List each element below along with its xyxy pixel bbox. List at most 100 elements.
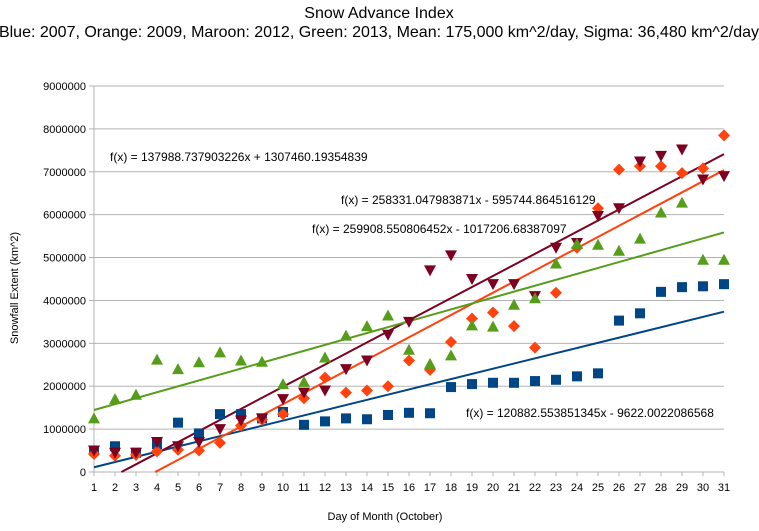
data-point [697, 162, 709, 175]
data-point [550, 242, 562, 254]
data-point [445, 336, 457, 349]
data-point [508, 320, 520, 333]
data-point [466, 274, 478, 285]
data-point [424, 265, 436, 277]
trendline-equation: f(x) = 137988.737903226x + 1307460.19354… [110, 150, 368, 164]
data-point [320, 416, 330, 427]
data-point [529, 341, 541, 354]
data-point [508, 279, 520, 291]
data-point [655, 160, 667, 173]
data-point [319, 385, 331, 397]
x-axis-label: Day of Month (October) [328, 511, 443, 523]
data-point [572, 371, 582, 382]
data-point [404, 407, 414, 418]
data-point [551, 374, 561, 385]
data-point [509, 377, 519, 388]
x-tick-label: 1 [91, 482, 97, 494]
x-tick-label: 2 [112, 482, 118, 494]
y-tick-label: 5000000 [43, 253, 86, 265]
y-tick-label: 9000000 [43, 81, 86, 93]
data-point [361, 320, 373, 332]
x-tick-label: 13 [340, 482, 352, 494]
data-point [529, 292, 541, 304]
x-tick-label: 26 [613, 482, 625, 494]
data-point [677, 282, 687, 293]
data-point [508, 298, 520, 310]
data-point [340, 386, 352, 399]
data-point [383, 409, 393, 420]
data-point [110, 441, 120, 452]
data-point [151, 445, 163, 458]
data-point [698, 281, 708, 292]
series-2012 [88, 144, 730, 459]
data-point [718, 171, 730, 183]
x-tick-label: 27 [634, 482, 646, 494]
data-point [613, 203, 625, 215]
trendline-equations: f(x) = 120882.553851345x - 9622.00220865… [110, 150, 714, 420]
data-point [466, 319, 478, 331]
data-point [277, 378, 289, 390]
data-point [656, 286, 666, 297]
x-tick-label: 8 [238, 482, 244, 494]
x-tick-label: 28 [655, 482, 667, 494]
data-point [236, 409, 246, 420]
data-point [550, 257, 562, 269]
y-axis-label: Snowfall Extent (km^2) [9, 232, 21, 344]
x-tick-label: 3 [133, 482, 139, 494]
data-point [319, 371, 331, 384]
data-point [193, 436, 205, 448]
data-point [550, 286, 562, 299]
data-point [151, 353, 163, 365]
y-tick-label: 3000000 [43, 338, 86, 350]
chart-subtitle: Blue: 2007, Orange: 2009, Maroon: 2012, … [0, 24, 759, 41]
data-point [172, 441, 184, 453]
data-point [487, 306, 499, 319]
data-point [613, 244, 625, 256]
data-point [88, 445, 100, 457]
data-point [676, 167, 688, 180]
trendline-equation: f(x) = 258331.047983871x - 595744.864516… [341, 193, 596, 207]
data-point [487, 279, 499, 291]
data-point [382, 329, 394, 341]
data-point [299, 419, 309, 430]
data-point [382, 309, 394, 321]
data-point [697, 174, 709, 186]
x-tick-label: 7 [217, 482, 223, 494]
data-point [719, 279, 729, 290]
data-points [88, 129, 730, 462]
x-tick-label: 18 [445, 482, 457, 494]
y-tick-label: 0 [80, 467, 86, 479]
data-point [593, 368, 603, 379]
data-point [215, 409, 225, 420]
data-point [277, 408, 289, 421]
x-tick-label: 10 [277, 482, 289, 494]
data-point [466, 312, 478, 325]
y-tick-label: 1000000 [43, 424, 86, 436]
data-point [214, 436, 226, 449]
x-tick-label: 11 [298, 482, 309, 494]
data-point [676, 144, 688, 156]
x-tick-label: 16 [403, 482, 415, 494]
chart-title: Snow Advance Index [304, 5, 453, 22]
data-point [634, 156, 646, 168]
x-tick-labels: 1 2 3 4 5 6 7 8 9 10 11 12 13 14 15 16 17 18 19 20 21 22 23 24 2… [91, 482, 730, 494]
x-tick-label: 4 [154, 482, 160, 494]
x-tick-label: 23 [550, 482, 562, 494]
data-point [109, 393, 121, 405]
data-point [88, 412, 100, 424]
x-tick-label: 14 [361, 482, 373, 494]
data-point [382, 380, 394, 393]
data-point [194, 428, 204, 439]
data-point [130, 388, 142, 400]
data-point [235, 354, 247, 366]
data-point [446, 382, 456, 393]
data-point [655, 150, 667, 162]
x-tick-label: 9 [259, 482, 265, 494]
data-point [530, 376, 540, 387]
data-point [614, 315, 624, 326]
data-point [256, 355, 268, 367]
data-point [361, 355, 373, 367]
data-point [718, 253, 730, 265]
y-tick-label: 8000000 [43, 124, 86, 136]
